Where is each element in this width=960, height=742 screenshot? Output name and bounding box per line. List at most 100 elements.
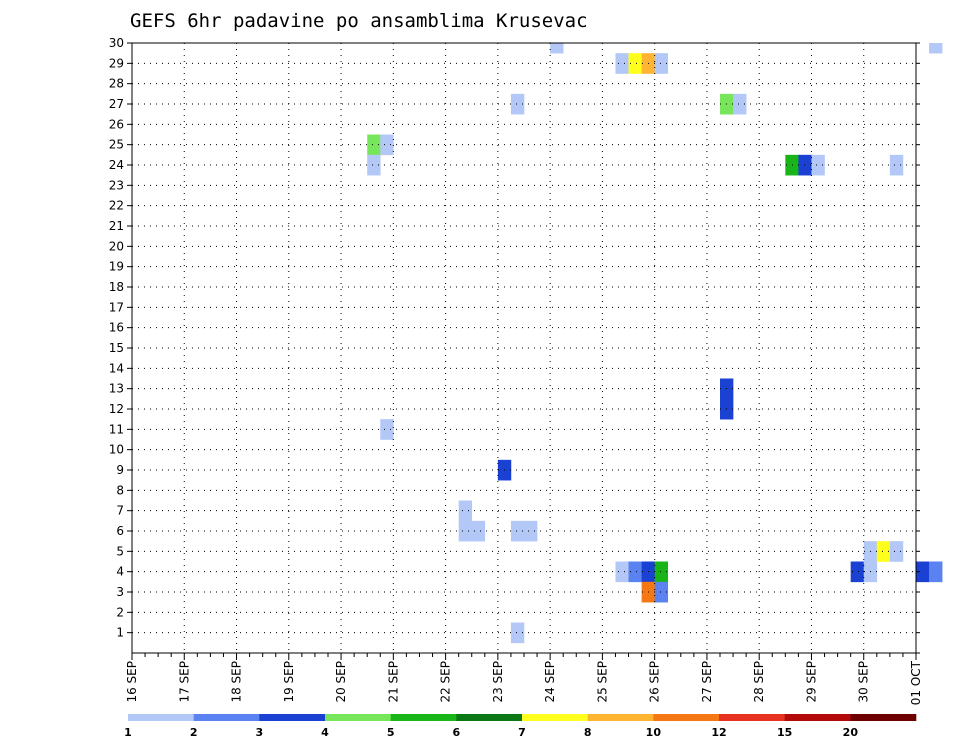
legend-color-swatch — [587, 714, 654, 721]
x-tick-label: 24 SEP — [543, 661, 557, 703]
heatmap-cell — [654, 53, 669, 74]
y-tick-label: 4 — [116, 565, 124, 579]
y-tick-label: 13 — [109, 382, 124, 396]
x-tick-label: 19 SEP — [282, 661, 296, 703]
y-tick-label: 10 — [109, 443, 124, 457]
heatmap-cell — [798, 154, 812, 176]
heatmap-cell — [524, 520, 538, 542]
heatmap-cell — [889, 541, 904, 562]
x-tick-label: 22 SEP — [439, 661, 453, 703]
legend-color-swatch — [719, 714, 785, 721]
chart-title: GEFS 6hr padavine po ansamblima Krusevac — [130, 10, 588, 32]
x-tick-label: 21 SEP — [386, 661, 400, 703]
heatmap-cell — [733, 93, 747, 115]
heatmap-cell — [510, 93, 525, 115]
y-tick-label: 11 — [109, 422, 124, 436]
heatmap-cell — [458, 520, 473, 542]
legend-color-swatch — [325, 714, 391, 721]
x-tick-label: 30 SEP — [857, 661, 871, 703]
y-tick-label: 6 — [116, 524, 124, 538]
y-tick-label: 21 — [109, 219, 124, 233]
x-tick-label: 18 SEP — [230, 661, 244, 703]
heatmap-cell — [380, 419, 394, 440]
x-tick-label: 26 SEP — [648, 661, 662, 703]
legend-label: 12 — [711, 726, 726, 739]
legend-color-swatch — [456, 714, 523, 721]
x-tick-label: 01 OCT — [909, 660, 923, 705]
legend-color-swatch — [259, 714, 326, 721]
y-tick-label: 25 — [109, 138, 124, 152]
y-tick-label: 22 — [109, 199, 124, 213]
color-legend: 1 2 3 4 5 6 7 8 10 12 15 20 — [124, 714, 917, 739]
grid-lines — [132, 43, 916, 653]
heatmap-cell — [471, 520, 486, 542]
y-tick-label: 7 — [116, 504, 124, 518]
legend-label: 7 — [518, 726, 526, 739]
y-tick-label: 9 — [116, 463, 124, 477]
y-tick-label: 19 — [109, 260, 124, 274]
x-tick-label: 16 SEP — [125, 661, 139, 703]
heatmap-cell — [510, 622, 525, 644]
heatmap-cell — [929, 561, 943, 583]
heatmap-cell — [811, 154, 825, 176]
heatmap-cell — [654, 561, 669, 583]
heatmap-cell — [929, 43, 943, 54]
y-tick-label: 12 — [109, 402, 124, 416]
legend-label: 8 — [584, 726, 592, 739]
legend-color-swatch — [653, 714, 720, 721]
y-tick-label: 27 — [109, 97, 124, 111]
x-tick-label: 28 SEP — [752, 661, 766, 703]
x-tick-label: 20 SEP — [334, 661, 348, 703]
heatmap-cell — [550, 43, 564, 54]
heatmap-cell — [628, 561, 642, 583]
heatmap-cell — [654, 581, 669, 603]
x-tick-label: 29 SEP — [804, 661, 818, 703]
x-tick-label: 23 SEP — [491, 661, 505, 703]
y-tick-label: 29 — [109, 56, 124, 70]
y-tick-label: 26 — [109, 117, 124, 131]
legend-label: 2 — [190, 726, 198, 739]
y-tick-label: 30 — [109, 36, 124, 50]
heatmap-cell — [889, 154, 904, 176]
legend-label: 15 — [777, 726, 792, 739]
heatmap-cell — [615, 561, 629, 583]
y-tick-label: 3 — [116, 585, 124, 599]
y-tick-label: 8 — [116, 483, 124, 497]
legend-color-swatch — [784, 714, 851, 721]
y-tick-label: 1 — [116, 626, 124, 640]
y-tick-label: 14 — [109, 361, 124, 375]
heatmap-cell — [367, 154, 381, 176]
heatmap-cell — [458, 500, 473, 522]
legend-color-swatch — [522, 714, 588, 721]
y-tick-label: 23 — [109, 178, 124, 192]
heatmap-cell — [628, 53, 642, 74]
legend-color-swatch — [193, 714, 260, 721]
heatmap-cell — [876, 541, 891, 562]
y-tick-label: 24 — [109, 158, 124, 172]
legend-color-swatch — [390, 714, 457, 721]
y-tick-label: 28 — [109, 77, 124, 91]
legend-label: 20 — [843, 726, 859, 739]
legend-label: 10 — [646, 726, 662, 739]
y-tick-label: 18 — [109, 280, 124, 294]
legend-label: 3 — [256, 726, 264, 739]
heatmap-cells — [367, 43, 943, 644]
heatmap-cell — [615, 53, 629, 74]
x-tick-label: 17 SEP — [177, 661, 191, 703]
legend-label: 4 — [321, 726, 329, 739]
x-axis-ticks: 16 SEP 17 SEP 18 SEP 19 SEP 20 SEP 21 SEP 22 S… — [125, 653, 923, 705]
y-axis-ticks: 1234567891011121314151617181920212223242… — [109, 36, 920, 654]
legend-label: 5 — [387, 726, 395, 739]
legend-color-swatch — [850, 714, 917, 721]
heatmap-cell — [380, 134, 394, 156]
heatmap-cell — [510, 520, 525, 542]
y-tick-label: 15 — [109, 341, 124, 355]
y-tick-label: 5 — [116, 544, 124, 558]
heatmap-cell — [367, 134, 381, 156]
legend-label: 6 — [453, 726, 461, 739]
y-tick-label: 16 — [109, 321, 124, 335]
legend-label: 1 — [124, 726, 132, 739]
x-tick-label: 27 SEP — [700, 661, 714, 703]
heatmap-cell — [850, 561, 865, 583]
